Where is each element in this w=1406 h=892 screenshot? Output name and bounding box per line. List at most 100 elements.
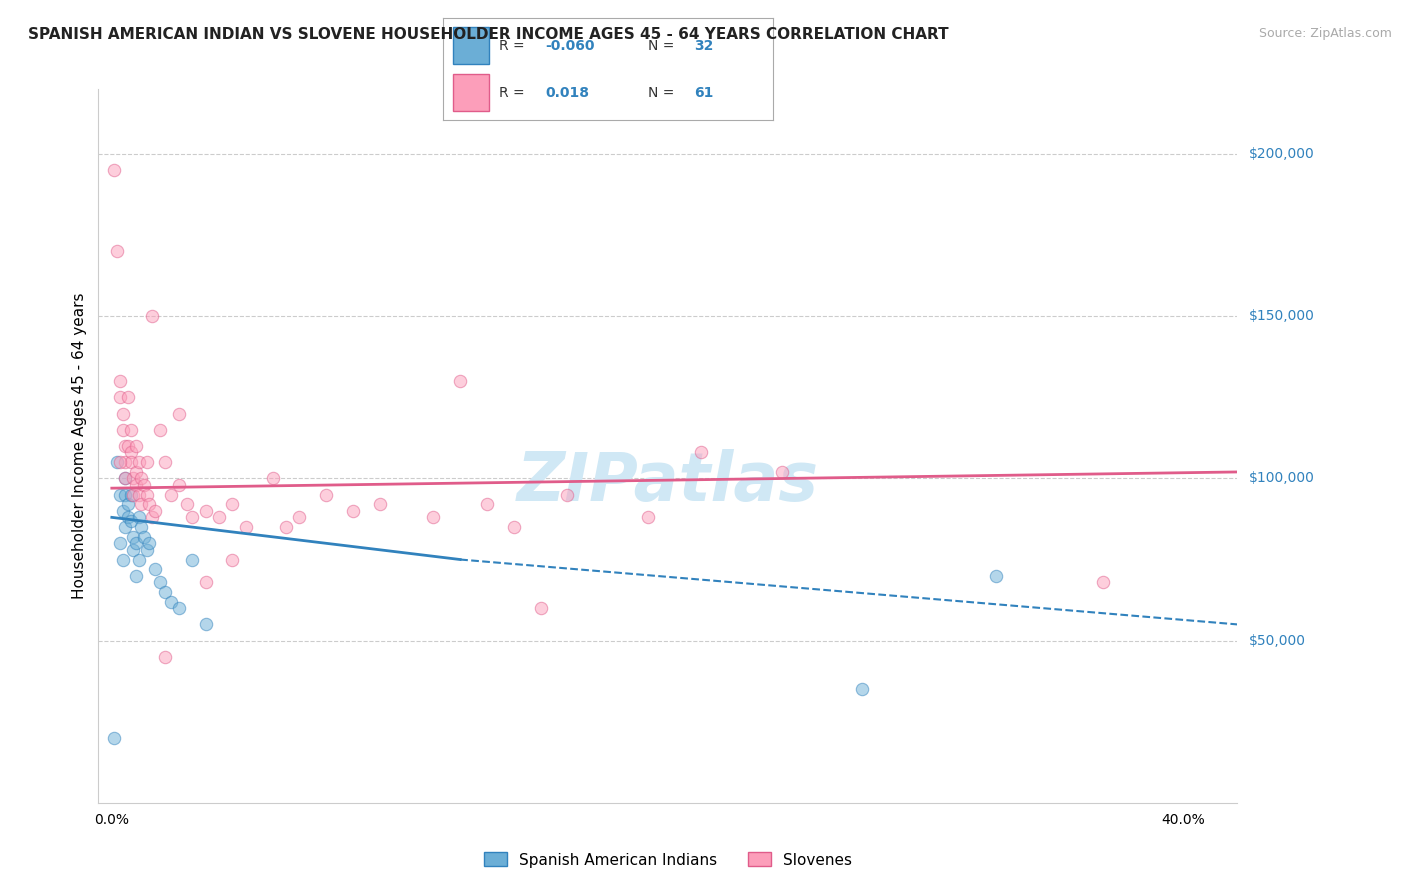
Text: Source: ZipAtlas.com: Source: ZipAtlas.com <box>1258 27 1392 40</box>
Point <box>111 407 134 421</box>
Text: R =: R = <box>499 86 529 100</box>
Point <box>194 504 217 518</box>
Point <box>167 407 190 421</box>
Point <box>422 510 444 524</box>
Point <box>128 455 150 469</box>
Point <box>288 510 311 524</box>
Point <box>103 163 125 178</box>
Text: 32: 32 <box>695 38 713 53</box>
Point <box>194 617 217 632</box>
Point <box>120 514 142 528</box>
Point <box>120 423 142 437</box>
Point <box>125 439 148 453</box>
Point <box>120 455 142 469</box>
Point <box>111 552 134 566</box>
Point <box>122 488 145 502</box>
Point <box>159 488 181 502</box>
Point <box>129 520 152 534</box>
Point <box>315 488 337 502</box>
Point <box>475 497 498 511</box>
Point <box>108 536 131 550</box>
Text: $50,000: $50,000 <box>1249 633 1306 648</box>
Point <box>122 542 145 557</box>
Text: N =: N = <box>648 86 679 100</box>
Point <box>141 310 163 324</box>
Point <box>128 488 150 502</box>
Text: SPANISH AMERICAN INDIAN VS SLOVENE HOUSEHOLDER INCOME AGES 45 - 64 YEARS CORRELA: SPANISH AMERICAN INDIAN VS SLOVENE HOUSE… <box>28 27 949 42</box>
Point <box>1092 575 1115 590</box>
Point <box>274 520 297 534</box>
Point <box>637 510 659 524</box>
Point <box>114 471 136 485</box>
Point <box>128 552 150 566</box>
Text: R =: R = <box>499 38 529 53</box>
Point <box>120 488 142 502</box>
Point <box>135 542 157 557</box>
Point <box>117 497 139 511</box>
Point <box>114 520 136 534</box>
Point <box>120 445 142 459</box>
Point <box>167 478 190 492</box>
FancyBboxPatch shape <box>453 27 489 64</box>
Point <box>125 536 148 550</box>
Point <box>167 601 190 615</box>
Point <box>108 390 131 404</box>
Point <box>117 510 139 524</box>
Point <box>449 374 471 388</box>
Point <box>143 562 166 576</box>
Point <box>129 471 152 485</box>
Legend: Spanish American Indians, Slovenes: Spanish American Indians, Slovenes <box>478 847 858 873</box>
Point <box>105 455 128 469</box>
Text: N =: N = <box>648 38 679 53</box>
Point <box>221 497 243 511</box>
Point <box>138 497 160 511</box>
Point <box>262 471 284 485</box>
Point <box>149 423 172 437</box>
Point <box>149 575 172 590</box>
Point <box>155 455 177 469</box>
Point <box>108 488 131 502</box>
Point <box>342 504 364 518</box>
Text: $100,000: $100,000 <box>1249 472 1315 485</box>
FancyBboxPatch shape <box>453 74 489 112</box>
Point <box>984 568 1007 582</box>
Point <box>114 488 136 502</box>
Point <box>529 601 551 615</box>
Point <box>221 552 243 566</box>
Point <box>138 536 160 550</box>
Point <box>122 471 145 485</box>
Point <box>111 423 134 437</box>
Point <box>114 439 136 453</box>
Point <box>690 445 713 459</box>
Point <box>235 520 257 534</box>
Point <box>108 374 131 388</box>
Point <box>111 504 134 518</box>
Text: $150,000: $150,000 <box>1249 310 1315 323</box>
Point <box>122 530 145 544</box>
Text: -0.060: -0.060 <box>546 38 595 53</box>
Point <box>557 488 579 502</box>
Point <box>125 465 148 479</box>
Point <box>125 478 148 492</box>
Point <box>129 497 152 511</box>
Point <box>502 520 524 534</box>
Text: 0.018: 0.018 <box>546 86 589 100</box>
Point <box>125 568 148 582</box>
Point <box>176 497 198 511</box>
Point <box>135 455 157 469</box>
Point <box>132 478 155 492</box>
Y-axis label: Householder Income Ages 45 - 64 years: Householder Income Ages 45 - 64 years <box>72 293 87 599</box>
Point <box>155 585 177 599</box>
Point <box>181 510 204 524</box>
Point <box>159 595 181 609</box>
Point <box>851 682 873 697</box>
Point <box>117 439 139 453</box>
Point <box>194 575 217 590</box>
Point <box>141 510 163 524</box>
Point <box>135 488 157 502</box>
Point <box>132 530 155 544</box>
Point <box>128 510 150 524</box>
Point <box>105 244 128 259</box>
Point <box>108 455 131 469</box>
Point <box>143 504 166 518</box>
